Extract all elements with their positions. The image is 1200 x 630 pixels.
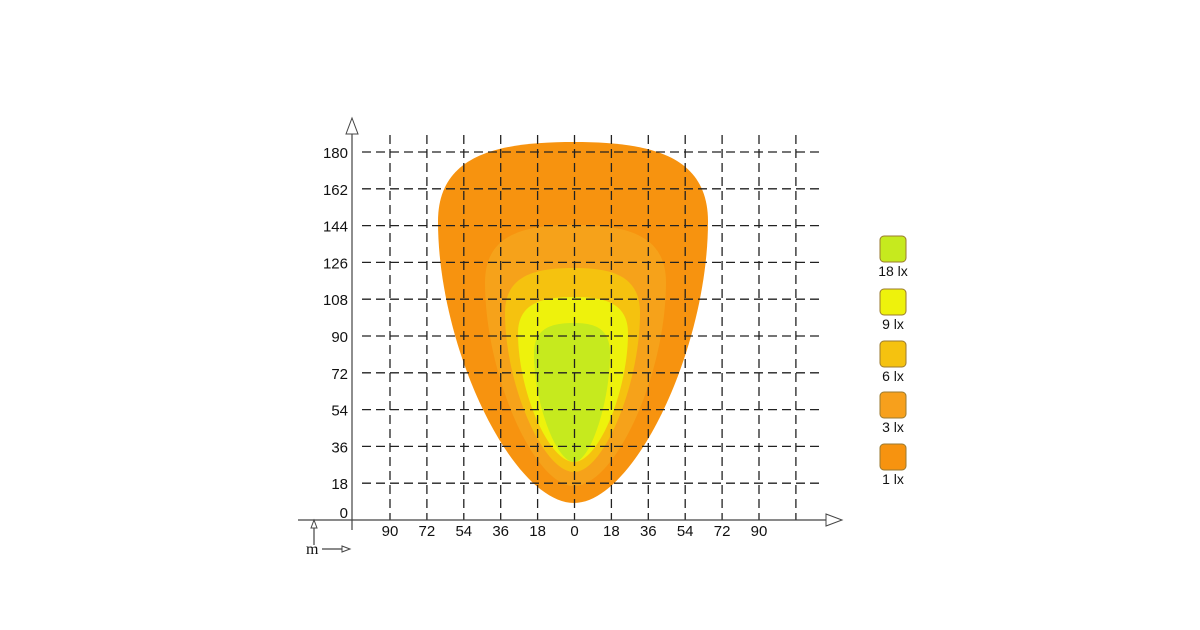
unit-arrowhead <box>341 545 352 553</box>
x-arrow <box>825 513 844 527</box>
x-tick-label: 54 <box>677 523 694 540</box>
contour <box>534 323 610 462</box>
x-tick-label: 36 <box>492 523 509 540</box>
x-tick-label: 54 <box>455 523 472 540</box>
x-tick-label: 72 <box>714 523 731 540</box>
x-tick-label: 90 <box>751 523 768 540</box>
legend-swatch <box>879 340 907 368</box>
grid <box>362 135 822 520</box>
x-tick-label: 0 <box>570 523 578 540</box>
y-tick-label: 54 <box>331 403 348 420</box>
legend-label: 9 lx <box>882 316 904 332</box>
legend-swatch <box>879 443 907 471</box>
legend-swatch <box>879 288 907 316</box>
x-tick-label: 18 <box>603 523 620 540</box>
unit-label: m <box>306 541 319 558</box>
x-tick-label: 18 <box>529 523 546 540</box>
y-tick-label: 0 <box>340 505 348 522</box>
x-tick-label: 90 <box>382 523 399 540</box>
y-tick-label: 90 <box>331 329 348 346</box>
x-tick-label: 72 <box>419 523 436 540</box>
legend: 18 lx 9 lx 6 lx 3 lx 1 lx <box>878 235 908 487</box>
unit-arrowhead <box>310 518 318 529</box>
y-arrow <box>345 116 359 135</box>
y-tick-label: 18 <box>331 476 348 493</box>
legend-label: 6 lx <box>882 368 904 384</box>
legend-swatch <box>879 235 907 263</box>
legend-label: 1 lx <box>882 471 904 487</box>
y-tick-label: 162 <box>323 182 348 199</box>
x-tick-label: 36 <box>640 523 657 540</box>
legend-label: 3 lx <box>882 419 904 435</box>
y-tick-label: 108 <box>323 292 348 309</box>
y-tick-label: 72 <box>331 366 348 383</box>
isolux-contours <box>438 142 708 503</box>
y-tick-label: 144 <box>323 219 348 236</box>
y-tick-label: 180 <box>323 145 348 162</box>
y-tick-label: 126 <box>323 255 348 272</box>
legend-label: 18 lx <box>878 263 908 279</box>
legend-swatch <box>879 391 907 419</box>
y-tick-label: 36 <box>331 439 348 456</box>
